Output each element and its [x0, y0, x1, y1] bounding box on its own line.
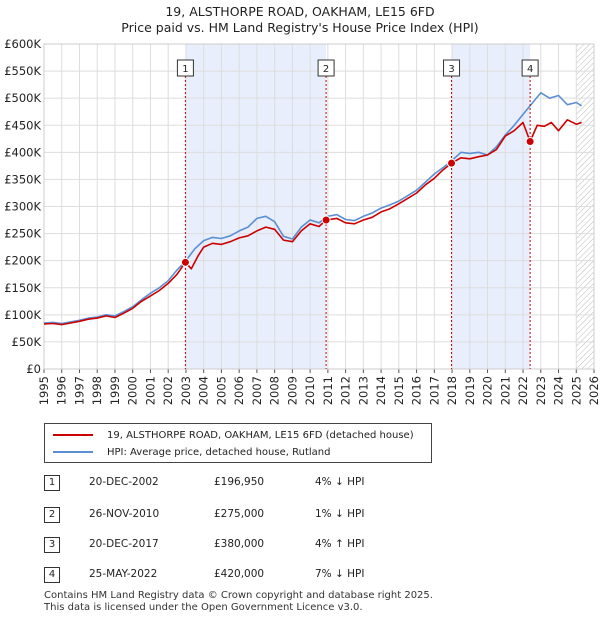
transaction-badge: 2 [44, 507, 60, 523]
transaction-price: £275,000 [214, 508, 265, 520]
chart-subtitle: Price paid vs. HM Land Registry's House … [121, 20, 479, 35]
x-tick-label: 1999 [108, 376, 122, 405]
transaction-price: £420,000 [214, 568, 265, 580]
x-tick-label: 2005 [214, 376, 228, 405]
sale-marker-box [176, 59, 194, 77]
x-tick-label: 2008 [268, 376, 282, 405]
x-tick-label: 1996 [55, 376, 69, 405]
y-tick-label: £100K [4, 308, 41, 322]
x-tick-label: 2000 [126, 376, 140, 405]
x-tick-label: 2024 [552, 376, 566, 405]
x-tick-label: 1997 [72, 376, 86, 405]
chart-legend: 19, ALSTHORPE ROAD, OAKHAM, LE15 6FD (de… [44, 423, 432, 463]
y-tick-label: £0 [26, 362, 41, 376]
y-tick-label: £500K [4, 91, 41, 105]
footer-copyright: Contains HM Land Registry data © Crown c… [44, 590, 433, 601]
x-tick-label: 2012 [339, 376, 353, 405]
y-tick-label: £300K [4, 200, 41, 214]
plot-area-border [43, 43, 595, 370]
x-tick-label: 2003 [179, 376, 193, 405]
x-tick-label: 1995 [37, 376, 51, 405]
transaction-date: 25-MAY-2022 [89, 568, 158, 580]
x-tick-label: 2002 [161, 376, 175, 405]
transaction-badge: 3 [44, 537, 60, 553]
transaction-price: £196,950 [214, 476, 265, 488]
y-tick-label: £400K [4, 145, 41, 159]
transaction-date: 26-NOV-2010 [89, 508, 160, 520]
x-tick-label: 2004 [197, 376, 211, 405]
y-tick-label: £250K [4, 227, 41, 241]
x-tick-label: 2019 [463, 376, 477, 405]
sale-price-point [447, 158, 457, 168]
legend-swatch-red [53, 434, 93, 436]
property-price-series-line [43, 119, 582, 326]
x-tick-label: 2009 [285, 376, 299, 405]
x-tick-label: 2015 [392, 376, 406, 405]
x-tick-label: 2013 [356, 376, 370, 405]
x-tick-label: 2026 [587, 376, 600, 405]
sale-price-point [180, 257, 190, 267]
x-tick-label: 2022 [516, 376, 530, 405]
sale-marker-label: 1 [182, 64, 188, 75]
y-tick-label: £350K [4, 172, 41, 186]
legend-item-hpi: HPI: Average price, detached house, Rutl… [53, 445, 330, 459]
price-chart: £0 £50K £100K £150K £200K £250K £300K £350K £400… [4, 37, 600, 405]
transaction-hpi: 4% ↓ HPI [315, 476, 365, 488]
transaction-date: 20-DEC-2017 [89, 538, 159, 550]
footer-licence: This data is licensed under the Open Gov… [44, 602, 363, 613]
legend-swatch-blue [53, 451, 93, 453]
x-tick-label: 2020 [481, 376, 495, 405]
sale-marker-box [317, 59, 335, 77]
x-tick-label: 2006 [232, 376, 246, 405]
transaction-hpi: 4% ↑ HPI [315, 538, 365, 550]
x-tick-label: 2021 [498, 376, 512, 405]
sale-marker-label: 3 [448, 64, 454, 75]
x-tick-label: 1998 [90, 376, 104, 405]
sale-marker-label: 2 [323, 64, 329, 75]
transaction-price: £380,000 [214, 538, 265, 550]
sale-price-point [525, 137, 535, 146]
x-tick-label: 2010 [303, 376, 317, 405]
chart-title: 19, ALSTHORPE ROAD, OAKHAM, LE15 6FD [165, 4, 435, 19]
x-tick-label: 2016 [410, 376, 424, 405]
sale-price-point [321, 215, 331, 225]
x-tick-label: 2007 [250, 376, 264, 405]
sale-marker-box [443, 59, 461, 77]
y-tick-label: £50K [12, 335, 42, 349]
x-tick-label: 2011 [321, 376, 335, 405]
x-tick-label: 2001 [143, 376, 157, 405]
transaction-date: 20-DEC-2002 [89, 476, 159, 488]
x-tick-label: 2023 [534, 376, 548, 405]
legend-label-hpi: HPI: Average price, detached house, Rutl… [107, 446, 331, 458]
transaction-hpi: 7% ↓ HPI [315, 568, 365, 580]
transaction-badge: 4 [44, 567, 60, 583]
x-tick-label: 2025 [569, 376, 583, 405]
x-tick-label: 2018 [445, 376, 459, 405]
y-tick-label: £600K [4, 37, 41, 51]
transaction-badge: 1 [44, 475, 60, 491]
transaction-hpi: 1% ↓ HPI [315, 508, 365, 520]
hpi-series-line [43, 92, 583, 325]
x-tick-label: 2014 [374, 376, 388, 405]
y-tick-label: £450K [4, 118, 41, 132]
y-tick-label: £200K [4, 254, 41, 268]
legend-label-property: 19, ALSTHORPE ROAD, OAKHAM, LE15 6FD (de… [107, 429, 414, 441]
y-tick-label: £550K [4, 64, 41, 78]
y-tick-label: £150K [4, 281, 41, 295]
legend-item-property: 19, ALSTHORPE ROAD, OAKHAM, LE15 6FD (de… [53, 428, 414, 442]
x-tick-label: 2017 [427, 376, 441, 405]
sale-marker-label: 4 [527, 64, 533, 75]
sale-marker-box [521, 59, 539, 77]
